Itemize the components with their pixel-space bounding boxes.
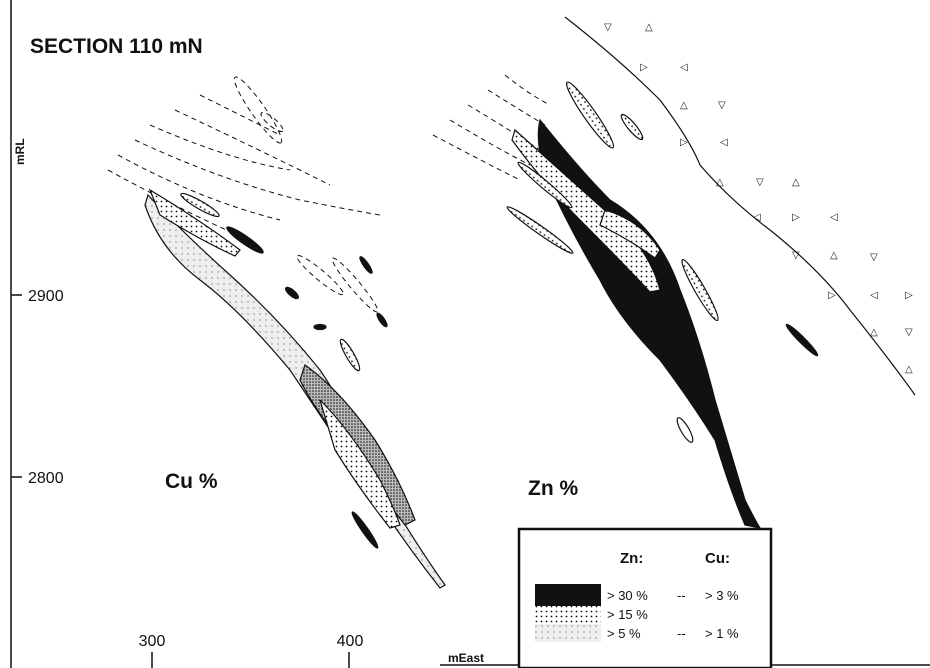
panel-label: Cu %	[165, 470, 218, 493]
legend-header: Zn:	[620, 550, 643, 567]
svg-text:△: △	[645, 22, 653, 33]
section-diagram: SECTION 110 mN mRL 2900 2800 300 400 mEa…	[0, 0, 930, 668]
x-axis-label: mEast	[448, 651, 484, 665]
svg-text:◁: ◁	[753, 212, 761, 223]
svg-text:△: △	[792, 177, 800, 188]
legend-label: > 15 %	[607, 607, 648, 622]
title: SECTION 110 mN	[30, 35, 203, 58]
legend-swatch	[535, 584, 601, 606]
legend: Zn: Cu: > 30 % -- > 3 % > 15 % > 5 % -- …	[519, 529, 771, 668]
legend-label: > 30 %	[607, 588, 648, 603]
svg-text:▷: ▷	[640, 62, 648, 73]
svg-text:▽: ▽	[792, 250, 800, 261]
svg-text:▽: ▽	[604, 22, 612, 33]
svg-text:▷: ▷	[828, 290, 836, 301]
svg-text:△: △	[680, 100, 688, 111]
legend-label: > 1 %	[705, 626, 739, 641]
zn-section: ▽ △ ▷ ◁ △ ▽ ▷ ◁ △ ▽ △ ◁ ▷ ◁ ▽ △ ▽ ▷ ◁ ▷ △ ▽ △	[433, 17, 915, 528]
panel-label: Zn %	[528, 477, 578, 500]
x-tick-label: 400	[337, 633, 364, 650]
svg-text:▽: ▽	[905, 327, 913, 338]
x-tick-label: 300	[139, 633, 166, 650]
svg-text:◁: ◁	[720, 137, 728, 148]
legend-separator: --	[677, 588, 686, 603]
svg-text:◁: ◁	[870, 290, 878, 301]
legend-separator: --	[677, 626, 686, 641]
svg-text:△: △	[716, 177, 724, 188]
svg-text:△: △	[870, 327, 878, 338]
svg-text:▷: ▷	[905, 290, 913, 301]
y-tick-label: 2900	[28, 288, 64, 305]
y-tick-label: 2800	[28, 470, 64, 487]
svg-text:△: △	[830, 250, 838, 261]
legend-header: Cu:	[705, 550, 730, 567]
legend-label: > 3 %	[705, 588, 739, 603]
svg-text:▷: ▷	[792, 212, 800, 223]
svg-text:△: △	[905, 364, 913, 375]
legend-swatch	[535, 624, 601, 642]
legend-label: > 5 %	[607, 626, 641, 641]
legend-swatch	[535, 606, 601, 624]
svg-text:▷: ▷	[680, 137, 688, 148]
svg-text:▽: ▽	[718, 100, 726, 111]
svg-text:◁: ◁	[680, 62, 688, 73]
svg-text:▽: ▽	[756, 177, 764, 188]
cu-section	[108, 73, 445, 588]
svg-text:▽: ▽	[870, 252, 878, 263]
svg-text:◁: ◁	[830, 212, 838, 223]
y-axis-label: mRL	[13, 138, 27, 165]
